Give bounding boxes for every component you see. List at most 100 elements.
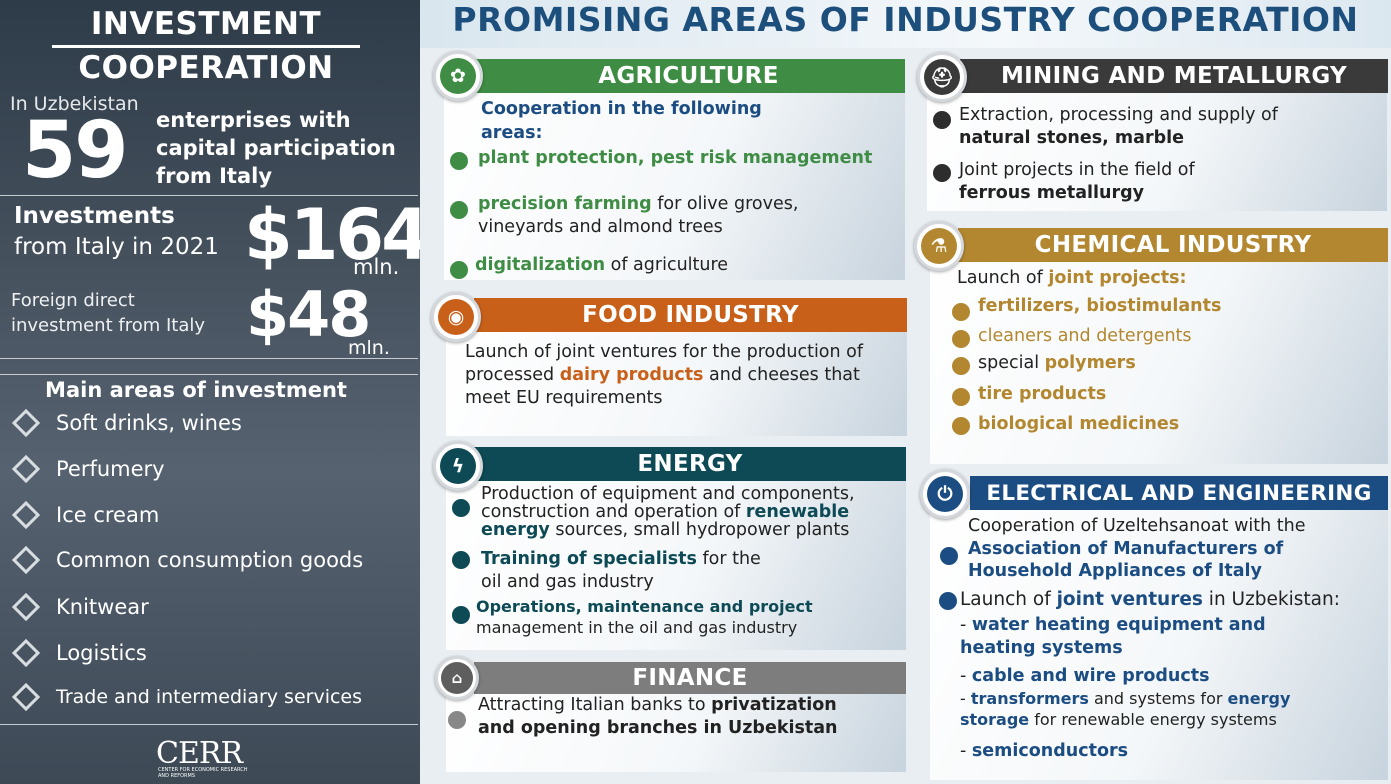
areas-title: Main areas of investment	[45, 378, 347, 402]
dash: -	[960, 666, 972, 686]
enterprises-count: 59	[22, 106, 129, 196]
chemical-intro: Launch of joint projects:	[957, 267, 1187, 290]
electrical-sub3-bold2: energy	[1227, 689, 1291, 708]
bullet	[939, 592, 957, 610]
bullet	[448, 711, 466, 729]
in-uzbekistan-label: In Uzbekistan	[10, 93, 139, 115]
diamond-icon	[11, 682, 41, 712]
agriculture-item2-rest: for olive groves,	[651, 194, 799, 214]
area-label: Logistics	[56, 641, 147, 665]
area-item: Knitwear	[10, 591, 149, 623]
energy-item3: Operations, maintenance and project	[476, 597, 813, 616]
mining-item1-line2: natural stones, marble	[959, 128, 1184, 148]
food-line2-bold: dairy products	[559, 365, 704, 385]
bullet	[952, 388, 970, 406]
bullet	[940, 547, 958, 565]
area-label: Common consumption goods	[56, 548, 364, 572]
electrical-item2: Launch of joint ventures in Uzbekistan:	[960, 588, 1340, 611]
diamond-icon	[11, 454, 41, 484]
mining-item2-line2: ferrous metallurgy	[959, 183, 1145, 203]
left-panel: INVESTMENT COOPERATION In Uzbekistan 59 …	[0, 0, 420, 784]
energy-item2-rest: for the	[696, 549, 761, 569]
food-line2: processed dairy products and cheeses tha…	[465, 364, 860, 387]
area-item: Perfumery	[10, 453, 165, 485]
divider	[0, 195, 418, 196]
bullet	[952, 330, 970, 348]
agriculture-item2: precision farming for olive groves,	[478, 193, 798, 216]
area-label: Perfumery	[56, 457, 165, 481]
agriculture-card: Cooperation in the following areas: plan…	[444, 92, 905, 280]
energy-item1-rest: sources, small hydropower plants	[549, 520, 850, 540]
finance-icon: ⌂	[435, 656, 479, 700]
finance-header: FINANCE	[474, 662, 906, 694]
chemical-item3-a: special	[978, 353, 1045, 373]
electrical-sub1-line1: - water heating equipment and	[960, 614, 1266, 637]
investments-label-line2: from Italy in 2021	[14, 234, 219, 260]
left-title-line1: INVESTMENT	[90, 6, 322, 42]
cerr-logo: CERR	[156, 736, 243, 771]
area-label: Ice cream	[56, 503, 160, 527]
chemical-intro-a: Launch of	[957, 268, 1049, 288]
investments-unit: mln.	[353, 255, 400, 279]
fdi-label-line2: investment from Italy	[11, 315, 206, 336]
bullet	[952, 417, 970, 435]
electrical-item1-line2: Household Appliances of Italy	[968, 561, 1262, 581]
area-item: Logistics	[10, 637, 147, 669]
food-card: Launch of joint ventures for the product…	[446, 332, 907, 436]
agriculture-icon: ✿	[433, 51, 483, 101]
electrical-item2-b: in Uzbekistan:	[1202, 589, 1340, 610]
mining-item1-line1: Extraction, processing and supply of	[959, 105, 1278, 125]
chemical-item1: fertilizers, biostimulants	[978, 296, 1222, 316]
chemical-item4: tire products	[978, 384, 1107, 404]
bullet	[933, 111, 951, 129]
agriculture-intro-areas: areas	[481, 123, 536, 143]
energy-item1-line1: Production of equipment and components,	[481, 484, 855, 504]
agriculture-item1: plant protection, pest risk management	[478, 148, 873, 168]
finance-line1-bold: privatization	[711, 695, 837, 715]
electrical-item2-a: Launch of	[960, 589, 1057, 610]
food-line2-b: and cheeses that	[703, 365, 860, 385]
area-label: Soft drinks, wines	[56, 411, 242, 435]
agriculture-item3: digitalization of agriculture	[475, 254, 728, 277]
area-label: Trade and intermediary services	[56, 686, 363, 708]
left-title-line2: COOPERATION	[78, 50, 334, 86]
chemical-item3: special polymers	[978, 352, 1136, 375]
energy-item1-line2: construction and operation of renewable	[481, 502, 849, 522]
energy-item2: Training of specialists for the	[481, 548, 761, 571]
diamond-icon	[11, 500, 41, 530]
diamond-icon	[11, 638, 41, 668]
energy-icon: ϟ	[433, 441, 483, 491]
agriculture-item2-bold: precision farming	[478, 194, 652, 214]
energy-item1-bold: renewable	[745, 502, 850, 522]
electrical-sub3-bold3: storage	[960, 710, 1030, 729]
agriculture-intro-line1: Cooperation in the following	[481, 99, 762, 119]
chemical-item3-bold: polymers	[1044, 353, 1136, 373]
energy-item2-bold: Training of specialists	[481, 549, 697, 569]
flask-icon: ⚗	[921, 228, 957, 264]
electrical-sub3-line2: storage for renewable energy systems	[960, 709, 1277, 730]
area-item: Ice cream	[10, 499, 159, 531]
electrical-intro: Cooperation of Uzeltehsanoat with the	[968, 516, 1306, 536]
chemical-icon: ⚗	[914, 221, 964, 271]
fdi-label-line1: Foreign direct	[11, 290, 135, 311]
diamond-icon	[11, 408, 41, 438]
area-item: Trade and intermediary services	[10, 681, 362, 713]
diamond-icon	[11, 545, 41, 575]
fdi-unit: mln.	[348, 337, 390, 359]
food-icon: ◉	[431, 292, 481, 342]
bullet	[450, 201, 468, 219]
energy-item1-bold2: energy	[481, 520, 550, 540]
finance-line2: and opening branches in Uzbekistan	[478, 718, 838, 738]
helmet-icon: ⛑	[924, 59, 960, 95]
mining-header: MINING AND METALLURGY	[960, 59, 1388, 93]
energy-item2-line2: oil and gas industry	[481, 572, 654, 592]
electrical-sub1-line2: heating systems	[960, 638, 1123, 658]
bullet	[452, 499, 470, 517]
electrical-sub2: - cable and wire products	[960, 665, 1210, 688]
agriculture-intro-colon: :	[535, 123, 543, 143]
bank-icon: ⌂	[441, 662, 473, 694]
electrical-icon: ⏻	[920, 469, 970, 519]
energy-header: ENERGY	[474, 447, 906, 481]
divider	[0, 724, 418, 725]
energy-item1-line3: energy sources, small hydropower plants	[481, 520, 849, 540]
